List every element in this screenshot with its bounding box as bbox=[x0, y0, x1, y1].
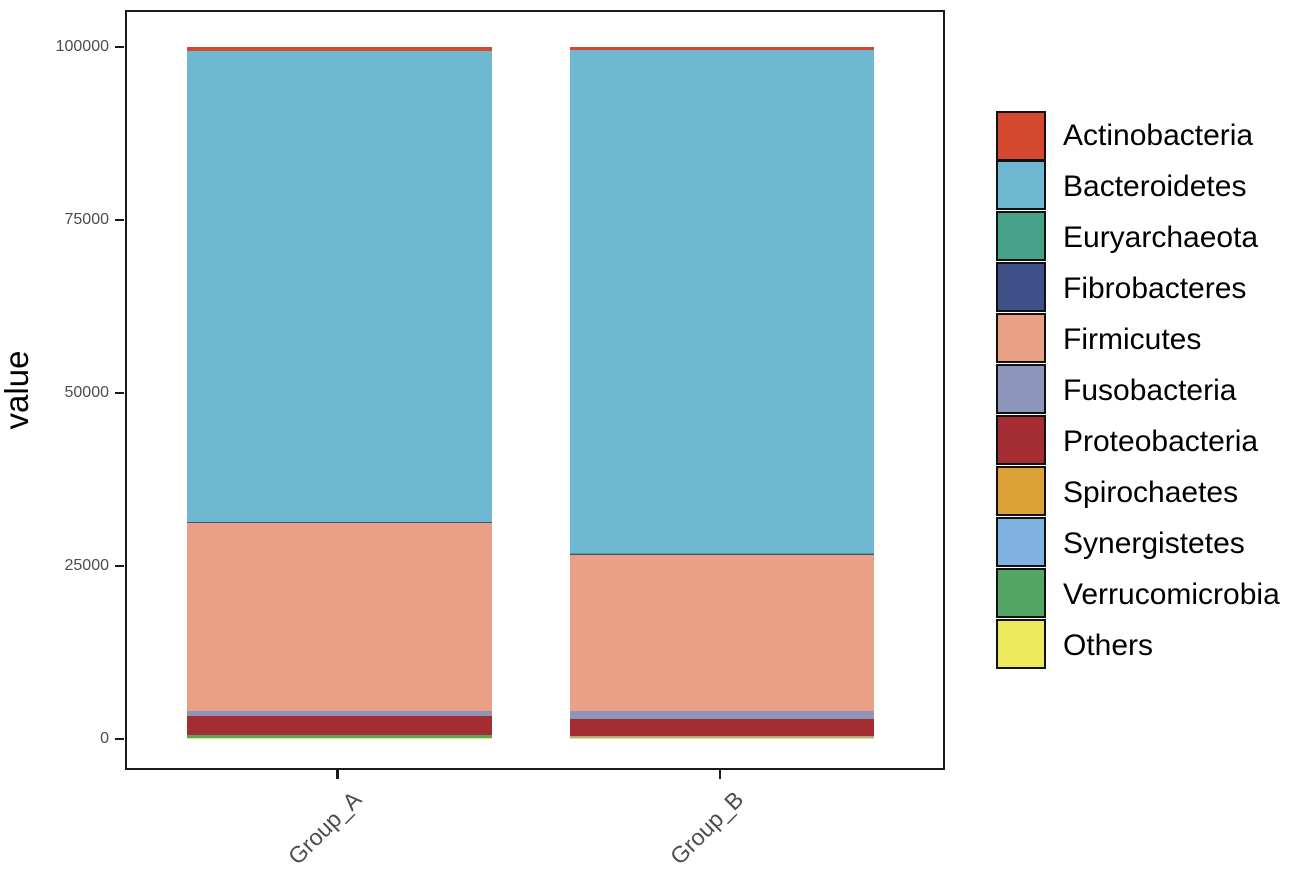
legend-label: Euryarchaeota bbox=[1063, 220, 1259, 254]
bar-segment-actinobacteria bbox=[570, 46, 874, 51]
plot-panel bbox=[125, 10, 945, 770]
y-axis-title: value bbox=[0, 350, 35, 430]
legend-item-synergistetes: Synergistetes bbox=[996, 517, 1280, 569]
legend-swatch bbox=[996, 110, 1046, 161]
bar-segment-euryarchaeota bbox=[570, 552, 874, 554]
stacked-bar-group_a bbox=[187, 46, 492, 739]
legend-swatch bbox=[996, 262, 1046, 313]
legend-item-actinobacteria: Actinobacteria bbox=[996, 110, 1280, 161]
legend-item-fusobacteria: Fusobacteria bbox=[996, 364, 1280, 416]
y-tick-mark bbox=[115, 391, 124, 395]
bar-segment-fibrobacteres bbox=[570, 553, 874, 555]
legend-swatch bbox=[996, 619, 1046, 670]
x-category-label: Group_A bbox=[282, 786, 366, 870]
bar-segment-firmicutes bbox=[187, 522, 492, 712]
bar-segment-verrucomicrobia bbox=[187, 735, 492, 739]
bar-segment-fusobacteria bbox=[570, 710, 874, 719]
x-tick-mark bbox=[336, 770, 339, 779]
legend-item-verrucomicrobia: Verrucomicrobia bbox=[996, 568, 1280, 620]
legend-swatch bbox=[996, 364, 1046, 415]
legend-swatch bbox=[996, 160, 1046, 211]
x-tick-mark bbox=[718, 770, 722, 779]
bar-segment-bacteroidetes bbox=[187, 50, 492, 522]
y-tick-label: 50000 bbox=[64, 384, 110, 401]
legend-label: Firmicutes bbox=[1063, 322, 1202, 356]
legend-label: Fusobacteria bbox=[1063, 373, 1237, 407]
y-tick-mark bbox=[115, 45, 124, 49]
bar-segment-fusobacteria bbox=[187, 711, 492, 716]
legend-swatch bbox=[996, 313, 1046, 364]
bar-segment-spirochaetes bbox=[570, 735, 874, 738]
legend-swatch bbox=[996, 415, 1046, 466]
y-tick-label: 0 bbox=[100, 730, 109, 747]
legend-label: Others bbox=[1063, 628, 1154, 662]
stacked-bar-group_b bbox=[570, 46, 874, 739]
y-tick-label: 75000 bbox=[64, 211, 110, 228]
legend-label: Actinobacteria bbox=[1063, 118, 1254, 152]
legend-label: Fibrobacteres bbox=[1063, 271, 1247, 305]
legend-item-spirochaetes: Spirochaetes bbox=[996, 466, 1280, 518]
y-tick-mark bbox=[115, 218, 124, 222]
y-tick-mark bbox=[115, 564, 124, 568]
bar-segment-euryarchaeota bbox=[187, 521, 492, 523]
legend-item-proteobacteria: Proteobacteria bbox=[996, 415, 1280, 467]
legend-label: Bacteroidetes bbox=[1063, 169, 1247, 203]
legend-item-euryarchaeota: Euryarchaeota bbox=[996, 211, 1280, 263]
bar-segment-proteobacteria bbox=[187, 715, 492, 735]
legend-label: Synergistetes bbox=[1063, 526, 1245, 560]
x-category-label: Group_B bbox=[664, 786, 749, 870]
legend-swatch bbox=[996, 211, 1046, 262]
legend-swatch bbox=[996, 466, 1046, 517]
legend-label: Spirochaetes bbox=[1063, 475, 1239, 509]
y-tick-label: 100000 bbox=[55, 38, 109, 55]
legend-item-firmicutes: Firmicutes bbox=[996, 313, 1280, 365]
legend-swatch bbox=[996, 568, 1046, 619]
legend: Actinobacteria Bacteroidetes Euryarchaeota… bbox=[996, 110, 1280, 671]
bar-segment-proteobacteria bbox=[570, 718, 874, 736]
bar-segment-firmicutes bbox=[570, 554, 874, 711]
bar-segment-bacteroidetes bbox=[570, 50, 874, 553]
y-tick-label: 25000 bbox=[64, 557, 110, 574]
legend-label: Proteobacteria bbox=[1063, 424, 1259, 458]
legend-item-bacteroidetes: Bacteroidetes bbox=[996, 160, 1280, 212]
legend-label: Verrucomicrobia bbox=[1063, 577, 1280, 611]
y-tick-mark bbox=[115, 737, 124, 741]
legend-item-fibrobacteres: Fibrobacteres bbox=[996, 262, 1280, 314]
legend-item-others: Others bbox=[996, 619, 1280, 671]
bar-segment-actinobacteria bbox=[187, 46, 492, 51]
legend-swatch bbox=[996, 517, 1046, 568]
